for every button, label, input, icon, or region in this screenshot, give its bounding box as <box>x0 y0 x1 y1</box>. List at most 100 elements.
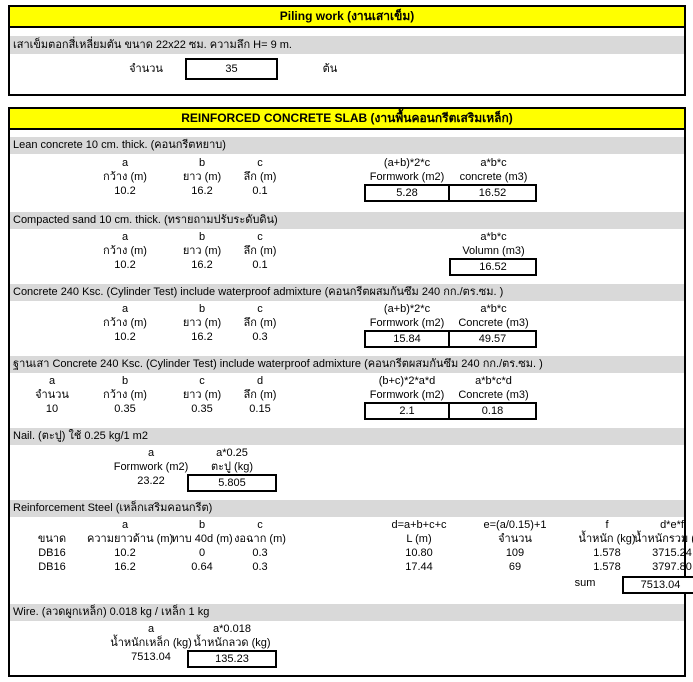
wire-heading: Wire. (ลวดผูกเหล็ก) 0.018 kg / เหล็ก 1 k… <box>13 606 210 618</box>
formula-nail: a*0.25 <box>216 447 248 459</box>
footing-concrete-box[interactable]: 0.18 <box>449 402 537 420</box>
value-length: 16.2 <box>191 259 213 271</box>
cell-lap: 0.64 <box>191 561 213 573</box>
concrete-value-row: 10.2 16.2 0.3 15.84 49.57 <box>10 330 684 348</box>
value-depth: 0.15 <box>249 403 271 415</box>
piling-description: เสาเข็มตอกสี่เหลี่ยมตัน ขนาด 22x22 ซม. ค… <box>13 39 292 51</box>
header-hook: งอฉาก (m) <box>234 533 286 545</box>
nail-weight-box[interactable]: 5.805 <box>187 474 277 492</box>
label-steel-weight: น้ำหนักเหล็ก (kg) <box>110 637 192 649</box>
header-count: จำนวน <box>498 533 532 545</box>
header-length: L (m) <box>406 533 432 545</box>
label-depth: ลึก (m) <box>243 389 277 401</box>
label-concrete: Concrete (m3) <box>458 317 529 329</box>
formula-a: a <box>147 447 155 459</box>
label-concrete: Concrete (m3) <box>458 389 529 401</box>
steel-formula-row: a b c d=a+b+c+c e=(a/0.15)+1 f d*e*f <box>10 518 684 532</box>
formula-concrete: a*b*c <box>480 157 507 169</box>
formula-concrete: a*b*c <box>480 303 507 315</box>
label-depth: ลึก (m) <box>243 245 277 257</box>
piling-title-bar: Piling work (งานเสาเข็ม) <box>10 7 684 28</box>
value-depth: 0.3 <box>252 331 268 343</box>
concrete-heading-bar: Concrete 240 Ksc. (Cylinder Test) includ… <box>10 284 684 301</box>
piling-qty-row: จำนวน 35 ต้น <box>10 58 684 80</box>
formula-f: f <box>605 519 609 531</box>
concrete-volume-box[interactable]: 49.57 <box>449 330 537 348</box>
formula-wire: a*0.018 <box>213 623 251 635</box>
formula-e: e=(a/0.15)+1 <box>483 519 547 531</box>
wire-formula-row: a a*0.018 <box>10 622 684 636</box>
nail-label-row: Formwork (m2) ตะปู (kg) <box>10 460 684 474</box>
formula-c: c <box>199 375 205 387</box>
label-length: ยาว (m) <box>182 317 222 329</box>
concrete-heading: Concrete 240 Ksc. (Cylinder Test) includ… <box>13 286 504 298</box>
label-wire-weight: น้ำหนักลวด (kg) <box>193 637 271 649</box>
sand-label-row: กว้าง (m) ยาว (m) ลึก (m) Volumn (m3) <box>10 244 684 258</box>
cell-count: 109 <box>505 547 525 559</box>
formula-concrete: a*b*c*d <box>475 375 512 387</box>
lean-formwork-box[interactable]: 5.28 <box>364 184 449 202</box>
steel-heading: Reinforcement Steel (เหล็กเสริมคอนกรีต) <box>13 502 213 514</box>
label-length: ยาว (m) <box>182 245 222 257</box>
cell-weight: 1.578 <box>593 561 621 573</box>
slab-title-bar: REINFORCED CONCRETE SLAB (งานพื้นคอนกรีต… <box>10 109 684 130</box>
label-formwork: Formwork (m2) <box>369 317 445 329</box>
header-weight: น้ำหนัก (kg) <box>578 533 636 545</box>
label-length: ยาว (m) <box>182 171 222 183</box>
concrete-formwork-box[interactable]: 15.84 <box>364 330 449 348</box>
formula-formwork: (a+b)*2*c <box>383 157 431 169</box>
cell-count: 69 <box>508 561 522 573</box>
concrete-label-row: กว้าง (m) ยาว (m) ลึก (m) Formwork (m2) … <box>10 316 684 330</box>
lean-heading: Lean concrete 10 cm. thick. (คอนกรีตหยาบ… <box>13 139 226 151</box>
formula-c: c <box>257 519 263 531</box>
lean-concrete-box[interactable]: 16.52 <box>449 184 537 202</box>
steel-sum-box[interactable]: 7513.04 <box>622 576 693 594</box>
wire-weight-box[interactable]: 135.23 <box>187 650 277 668</box>
cell-hook: 0.3 <box>252 547 268 559</box>
nail-formula-row: a a*0.25 <box>10 446 684 460</box>
nail-value-row: 23.22 5.805 <box>10 474 684 492</box>
value-length: 16.2 <box>191 185 213 197</box>
wire-value-row: 7513.04 135.23 <box>10 650 684 668</box>
formula-volume: a*b*c <box>480 231 507 243</box>
formula-b: b <box>198 519 206 531</box>
formula-c: c <box>257 231 263 243</box>
slab-section: REINFORCED CONCRETE SLAB (งานพื้นคอนกรีต… <box>8 107 693 677</box>
steel-data-row: DB16 10.2 0 0.3 10.80 109 1.578 3715.24 <box>10 546 692 560</box>
footing-heading: ฐานเสา Concrete 240 Ksc. (Cylinder Test)… <box>13 358 543 370</box>
sand-value-row: 10.2 16.2 0.1 16.52 <box>10 258 684 276</box>
label-width: กว้าง (m) <box>103 171 147 183</box>
qty-value-box[interactable]: 35 <box>185 58 278 80</box>
header-lap: ทาบ 40d (m) <box>171 533 233 545</box>
qty-unit: ต้น <box>322 63 338 75</box>
label-count: จำนวน <box>35 389 69 401</box>
label-concrete: concrete (m3) <box>459 171 528 183</box>
formula-formwork: (b+c)*2*a*d <box>378 375 436 387</box>
header-total-weight: น้ำหนักรวม (kg) <box>633 533 693 545</box>
lean-label-row: กว้าง (m) ยาว (m) ลึก (m) Formwork (m2) … <box>10 170 684 184</box>
cell-total-weight: 3797.80 <box>652 561 692 573</box>
label-nail: ตะปู (kg) <box>210 461 254 473</box>
label-depth: ลึก (m) <box>243 171 277 183</box>
value-width: 10.2 <box>114 185 136 197</box>
formula-a: a <box>121 519 129 531</box>
header-size: ขนาด <box>37 533 67 545</box>
label-width: กว้าง (m) <box>103 245 147 257</box>
cell-length: 10.80 <box>405 547 433 559</box>
formula-total: d*e*f <box>660 519 684 531</box>
formula-c: c <box>257 157 263 169</box>
cell-side-length: 16.2 <box>114 561 136 573</box>
lean-formula-row: a b c (a+b)*2*c a*b*c <box>10 156 684 170</box>
wire-heading-bar: Wire. (ลวดผูกเหล็ก) 0.018 kg / เหล็ก 1 k… <box>10 604 684 621</box>
value-width: 0.35 <box>114 403 136 415</box>
value-length: 16.2 <box>191 331 213 343</box>
cell-lap: 0 <box>198 547 206 559</box>
formula-b: b <box>198 157 206 169</box>
sum-label: sum <box>574 577 596 589</box>
footing-formwork-box[interactable]: 2.1 <box>364 402 449 420</box>
formula-a: a <box>121 231 129 243</box>
wire-label-row: น้ำหนักเหล็ก (kg) น้ำหนักลวด (kg) <box>10 636 684 650</box>
sand-volume-box[interactable]: 16.52 <box>449 258 537 276</box>
value-formwork: 23.22 <box>137 475 165 487</box>
